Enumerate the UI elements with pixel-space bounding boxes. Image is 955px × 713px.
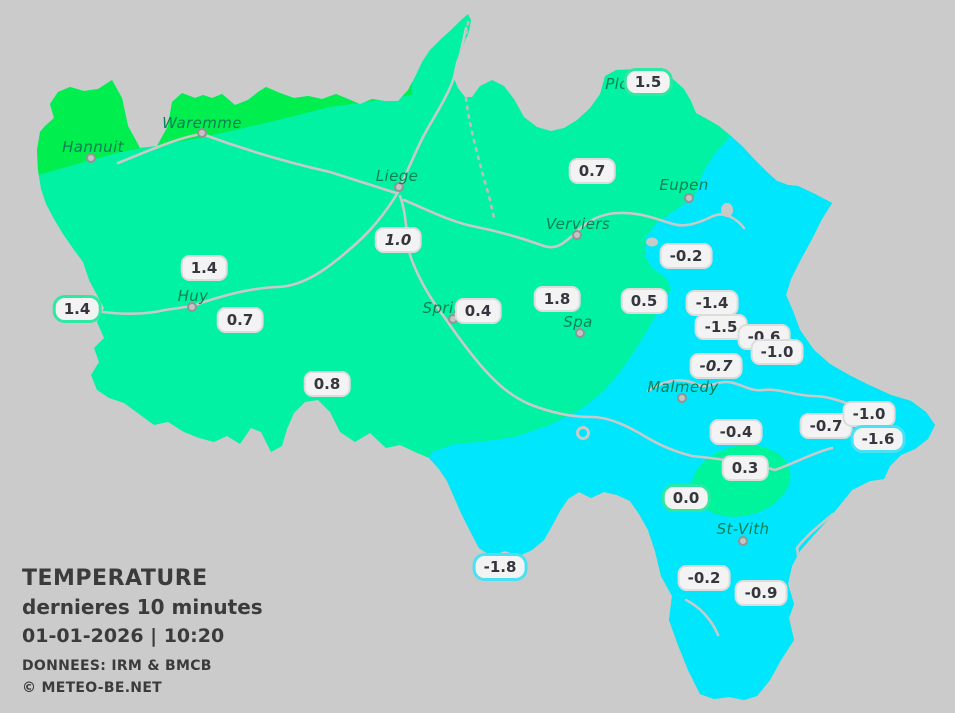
city-dot	[197, 128, 207, 138]
city-dot	[86, 153, 96, 163]
city-label: Sprin	[422, 299, 464, 317]
city-label: Eupen	[659, 176, 709, 194]
lake-blob	[646, 237, 658, 247]
station-badge[interactable]: -1.0	[842, 401, 896, 427]
lake-blob	[721, 203, 733, 217]
station-badge[interactable]: 0.4	[454, 298, 502, 324]
station-badge[interactable]: -0.9	[734, 580, 788, 606]
station-badge[interactable]: 0.7	[568, 158, 616, 184]
station-badge[interactable]: 1.0	[374, 227, 422, 253]
city-label: Liege	[375, 167, 419, 185]
station-badge[interactable]: -1.6	[850, 425, 906, 453]
station-badge[interactable]: 0.3	[721, 455, 769, 481]
station-badge[interactable]: 0.5	[620, 288, 668, 314]
station-badge[interactable]: 0.8	[303, 371, 351, 397]
station-badge[interactable]: -1.8	[472, 553, 528, 581]
station-badge[interactable]: 1.4	[52, 295, 102, 323]
city-dot	[575, 328, 585, 338]
city-label: Waremme	[162, 114, 242, 132]
city-label: St-Vith	[716, 520, 770, 538]
city-label: Verviers	[545, 215, 611, 233]
city-dot	[677, 393, 687, 403]
station-badge[interactable]: -0.2	[659, 243, 713, 269]
city-dot	[684, 193, 694, 203]
enclave-ring	[576, 426, 590, 440]
station-badge[interactable]: -0.2	[677, 565, 731, 591]
station-badge[interactable]: -0.7	[689, 353, 743, 379]
city-label: Huy	[177, 287, 209, 305]
title-block: TEMPERATURE dernieres 10 minutes 01-01-2…	[22, 566, 263, 696]
city-label: Hannuit	[62, 138, 124, 156]
station-badge[interactable]: 1.4	[180, 255, 228, 281]
city-label: Plo	[605, 75, 629, 93]
page-title: TEMPERATURE	[22, 566, 208, 591]
city-dot	[187, 302, 197, 312]
station-badge[interactable]: -1.0	[750, 339, 804, 365]
station-badge[interactable]: 0.7	[216, 307, 264, 333]
city-label: Malmedy	[647, 378, 719, 396]
city-dot	[572, 230, 582, 240]
city-dot	[394, 182, 404, 192]
station-badge[interactable]: -0.4	[709, 419, 763, 445]
copyright: © METEO-BE.NET	[22, 680, 163, 696]
title-subheading: dernieres 10 minutes	[22, 595, 263, 619]
station-badge[interactable]: -1.4	[685, 290, 739, 316]
station-badge[interactable]: 1.5	[623, 68, 673, 96]
station-badge[interactable]: 0.0	[661, 484, 711, 512]
city-dot	[738, 536, 748, 546]
station-badge[interactable]: 1.8	[533, 286, 581, 312]
city-label: Spa	[563, 313, 593, 331]
title-datetime: 01-01-2026 | 10:20	[22, 625, 225, 647]
data-source: DONNEES: IRM & BMCB	[22, 658, 212, 674]
